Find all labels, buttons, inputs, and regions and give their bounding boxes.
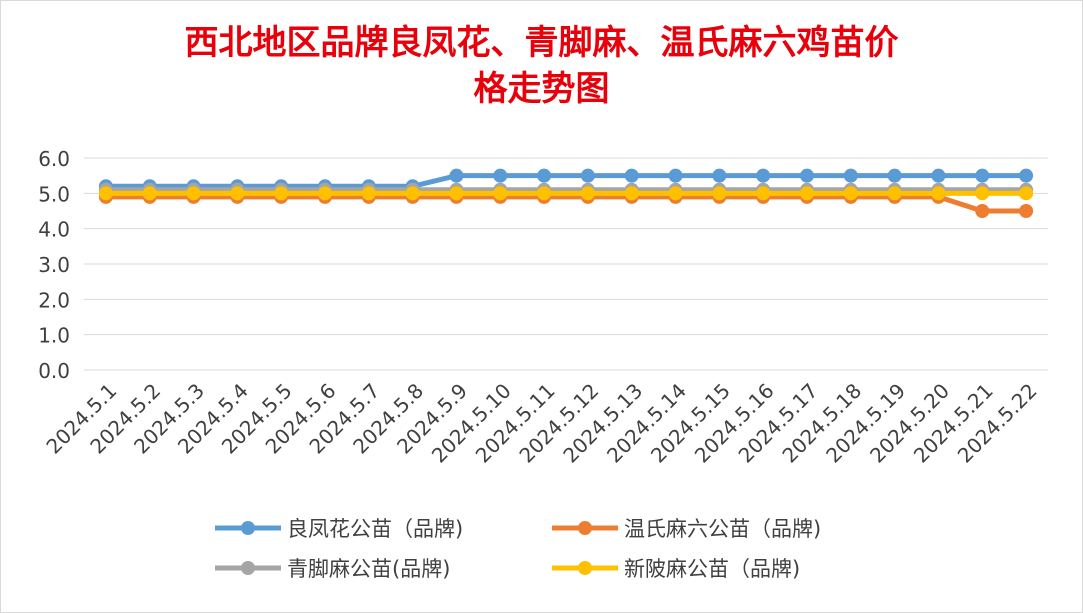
- data-point: [668, 168, 683, 183]
- x-axis-ticks: 2024.5.12024.5.22024.5.32024.5.42024.5.5…: [41, 379, 1041, 468]
- data-point: [1019, 204, 1034, 218]
- data-point: [624, 186, 639, 201]
- legend-label-xb: 新陂麻公苗（品牌): [624, 557, 801, 581]
- data-point: [405, 186, 420, 201]
- legend: 良凤花公苗（品牌) 温氏麻六公苗（品牌) 青脚麻公苗(品牌) 新陂麻公苗（品牌): [215, 510, 915, 590]
- data-point: [931, 186, 946, 201]
- data-point: [800, 186, 814, 201]
- data-point: [931, 168, 946, 183]
- data-point: [142, 186, 157, 201]
- y-tick-label: 3.0: [38, 253, 70, 277]
- data-point: [843, 168, 858, 183]
- data-point: [975, 204, 990, 218]
- data-point: [580, 186, 595, 201]
- data-point: [537, 168, 552, 183]
- data-point: [1019, 168, 1034, 183]
- y-tick-label: 1.0: [38, 324, 70, 348]
- data-point: [186, 186, 201, 201]
- data-point: [800, 168, 814, 183]
- data-point: [318, 186, 332, 201]
- y-tick-label: 5.0: [38, 182, 70, 206]
- chart-title: 西北地区品牌良凤花、青脚麻、温氏麻六鸡苗价 格走势图: [0, 20, 1083, 112]
- data-point: [1019, 186, 1034, 201]
- y-axis-ticks: 0.0 1.0 2.0 3.0 4.0 5.0 6.0: [38, 147, 70, 383]
- data-point: [975, 186, 990, 201]
- legend-item-qj: 青脚麻公苗(品牌): [215, 550, 450, 586]
- data-point: [449, 186, 464, 201]
- series-lines: [98, 168, 1034, 218]
- data-point: [756, 168, 771, 183]
- data-point: [843, 186, 858, 201]
- data-point: [449, 168, 464, 183]
- legend-label-ws: 温氏麻六公苗（品牌): [624, 517, 822, 541]
- data-point: [493, 168, 508, 183]
- y-tick-label: 2.0: [38, 288, 70, 312]
- legend-label-qj: 青脚麻公苗(品牌): [287, 557, 451, 581]
- data-point: [712, 186, 727, 201]
- data-point: [756, 186, 771, 201]
- legend-swatch-lf: [215, 521, 281, 535]
- chart-title-line1: 西北地区品牌良凤花、青脚麻、温氏麻六鸡苗价: [184, 23, 899, 63]
- data-point: [887, 186, 902, 201]
- legend-swatch-qj: [215, 561, 281, 575]
- legend-swatch-xb: [552, 561, 618, 575]
- legend-swatch-ws: [552, 521, 618, 535]
- data-point: [230, 186, 245, 201]
- series-line-2: [105, 194, 1027, 214]
- data-point: [668, 186, 683, 201]
- series-line-0: [105, 173, 1027, 189]
- data-point: [624, 168, 639, 183]
- legend-item-ws: 温氏麻六公苗（品牌): [552, 510, 821, 546]
- y-tick-label: 0.0: [38, 359, 70, 383]
- data-point: [712, 168, 727, 183]
- legend-label-lf: 良凤花公苗（品牌): [287, 517, 464, 541]
- legend-item-xb: 新陂麻公苗（品牌): [552, 550, 800, 586]
- y-tick-label: 6.0: [38, 147, 70, 171]
- legend-item-lf: 良凤花公苗（品牌): [215, 510, 463, 546]
- data-point: [975, 168, 990, 183]
- data-point: [887, 168, 902, 183]
- data-point: [98, 186, 113, 201]
- data-point: [537, 186, 552, 201]
- data-point: [274, 186, 289, 201]
- data-point: [493, 186, 508, 201]
- chart-title-line2: 格走势图: [473, 69, 610, 109]
- y-tick-label: 4.0: [38, 218, 70, 242]
- data-point: [361, 186, 376, 201]
- data-point: [580, 168, 595, 183]
